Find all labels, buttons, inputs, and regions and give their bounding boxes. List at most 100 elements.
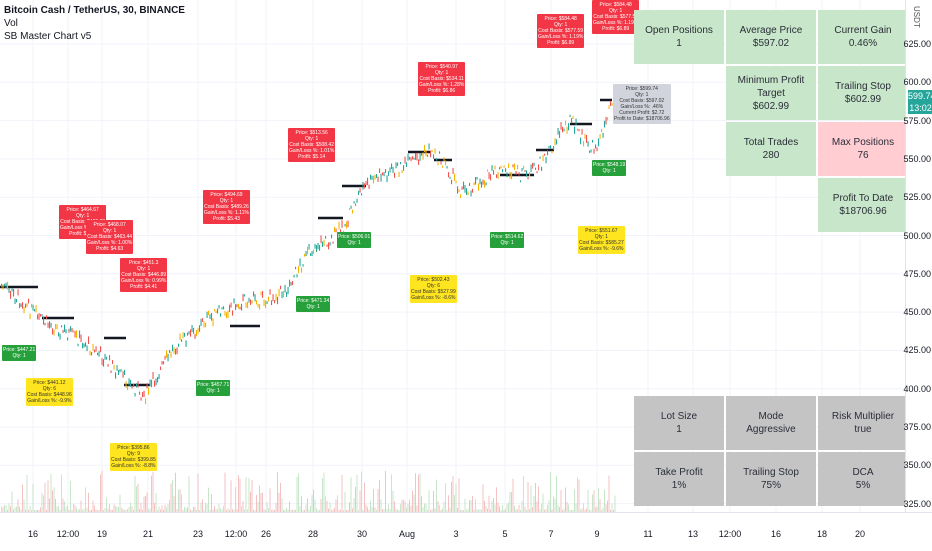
time-tick: 23 [192, 529, 204, 539]
dca-label: DCA [852, 467, 874, 478]
time-tick: 11 [643, 529, 653, 539]
time-axis[interactable]: 16 12:00 19 21 23 12:00 26 28 30 Aug 3 5 7 9 11 13 12:00… [0, 512, 932, 551]
risk-multiplier-label: Risk Multiplier [831, 411, 895, 422]
average-price-value: $597.02 [752, 38, 790, 49]
total-trades-cell: Total Trades 280 [726, 122, 816, 176]
time-tick: 12:00 [718, 529, 742, 539]
price-tick: 400.00 [903, 383, 931, 394]
sell-label: Price: $584.48 Qty: 1 Cost Basis: $577.5… [537, 14, 585, 48]
trailing-stop-label: Trailing Stop [835, 81, 891, 92]
total-trades-label: Total Trades [743, 137, 799, 148]
buy-label: Price: $447.21 Qty: 1 [2, 345, 37, 361]
max-positions-value: 76 [857, 150, 869, 161]
sell-label: Price: $468.07 Qty: 1 Cost Basis: $463.4… [86, 220, 134, 254]
script-indicator-label[interactable]: SB Master Chart v5 [4, 31, 92, 42]
price-tick: 325.00 [903, 498, 931, 509]
time-tick: 13 [687, 529, 699, 539]
open-position-label: Price: $599.74 Qty: 1 Cost Basis: $597.0… [613, 84, 671, 124]
time-tick: 16 [27, 529, 39, 539]
time-tick: 12:00 [224, 529, 248, 539]
max-positions-cell: Max Positions 76 [818, 122, 908, 176]
min-profit-label: Minimum Profit Target [737, 74, 805, 99]
mode-cell: Mode Aggressive [726, 396, 816, 450]
total-trades-value: 280 [762, 150, 780, 161]
sell-label: Price: $540.97 Qty: 1 Cost Basis: $534.1… [418, 62, 466, 96]
open-positions-label: Open Positions [645, 25, 713, 36]
price-tick: 500.00 [903, 230, 931, 241]
current-price-value: 599.74 [908, 91, 932, 101]
price-tick: 450.00 [903, 307, 931, 318]
mode-value: Aggressive [746, 424, 796, 435]
empty-cell [634, 178, 724, 232]
trailing-setting-label: Trailing Stop [743, 467, 799, 478]
candlesticks [1, 92, 616, 405]
current-bar-time: 13:02 [909, 103, 932, 113]
time-tick: Aug [398, 529, 416, 539]
time-tick: 9 [594, 529, 600, 539]
open-positions-value: 1 [676, 38, 682, 49]
buy-label: Price: $548.19 Qty: 1 [592, 160, 627, 176]
mode-label: Mode [758, 411, 784, 422]
dca-label: Price: $551.67 Qty: 1 Cost Basis: $585.2… [578, 226, 625, 254]
open-positions-cell: Open Positions 1 [634, 10, 724, 64]
lot-size-cell: Lot Size 1 [634, 396, 724, 450]
trailing-setting-value: 75% [760, 480, 781, 491]
profit-to-date-cell: Profit To Date $18706.96 [818, 178, 908, 232]
price-tick: 575.00 [903, 115, 931, 126]
average-price-cell: Average Price $597.02 [726, 10, 816, 64]
sell-label: Price: $513.56 Qty: 1 Cost Basis: $508.4… [288, 128, 336, 162]
time-tick: 3 [453, 529, 459, 539]
price-tick: 375.00 [903, 422, 931, 432]
price-axis[interactable]: 625.00 600.00 575.00 550.00 525.00 500.00 475.… [903, 0, 932, 512]
price-tick: 425.00 [903, 345, 931, 356]
min-profit-value: $602.99 [752, 100, 790, 112]
chart-legend: Bitcoin Cash / TetherUS, 30, BINANCE Vol… [4, 4, 185, 43]
risk-multiplier-value: true [854, 424, 872, 435]
symbol-title[interactable]: Bitcoin Cash / TetherUS, 30, BINANCE [4, 5, 185, 16]
trailing-stop-value: $602.99 [844, 94, 882, 105]
buy-label: Price: $471.34 Qty: 1 [296, 296, 331, 312]
time-tick: 21 [142, 529, 154, 539]
time-tick: 28 [307, 529, 319, 539]
take-profit-value: 1% [671, 480, 687, 491]
sell-label: Price: $494.69 Qty: 1 Cost Basis: $489.2… [203, 190, 250, 224]
time-tick: 30 [356, 529, 368, 539]
volume-indicator-label[interactable]: Vol [4, 18, 18, 29]
current-price-badge: 599.74 13:02 [908, 90, 932, 114]
empty-cell [726, 178, 816, 232]
buy-label: Price: $457.71 Qty: 1 [196, 380, 231, 396]
dca-label: Price: $395.86 Qty: 9 Cost Basis: $399.8… [110, 443, 157, 471]
current-gain-cell: Current Gain 0.46% [818, 10, 908, 64]
dca-value: 5% [855, 480, 871, 491]
lot-size-value: 1 [676, 424, 682, 435]
profit-to-date-label: Profit To Date [832, 193, 894, 204]
dca-label: Price: $502.43 Qty: 6 Cost Basis: $527.9… [410, 275, 457, 303]
empty-cell [634, 66, 724, 120]
current-gain-value: 0.46% [848, 38, 878, 49]
price-tick: 550.00 [903, 153, 931, 164]
volume-bars [1, 470, 616, 512]
price-tick: 350.00 [903, 460, 931, 471]
price-tick: 475.00 [903, 268, 931, 279]
time-tick: 20 [854, 529, 866, 539]
stats-table: Open Positions 1 Average Price $597.02 C… [634, 10, 908, 232]
buy-label: Price: $506.01 Qty: 1 [337, 232, 372, 248]
time-tick: 7 [548, 529, 554, 539]
currency-label[interactable]: USDT [912, 6, 921, 28]
time-tick: 19 [96, 529, 108, 539]
empty-cell [634, 122, 724, 176]
sell-label: Price: $584.48 Qty: 1 Cost Basis: $577.5… [592, 0, 640, 34]
average-price-label: Average Price [739, 25, 803, 36]
time-tick: 5 [502, 529, 508, 539]
trailing-stop-cell: Trailing Stop $602.99 [818, 66, 908, 120]
min-profit-cell: Minimum Profit Target $602.99 [726, 66, 816, 120]
time-tick: 18 [816, 529, 828, 539]
profit-to-date-value: $18706.96 [839, 206, 887, 217]
take-profit-label: Take Profit [655, 467, 703, 478]
time-tick: 12:00 [56, 529, 80, 539]
dca-label: Price: $441.12 Qty: 6 Cost Basis: $448.9… [26, 378, 73, 406]
lot-size-label: Lot Size [660, 411, 698, 422]
sell-label: Price: $451.3 Qty: 1 Cost Basis: $446.89… [120, 258, 168, 292]
settings-table: Lot Size 1 Mode Aggressive Risk Multipli… [634, 396, 908, 506]
buy-label: Price: $514.62 Qty: 1 [490, 232, 525, 248]
